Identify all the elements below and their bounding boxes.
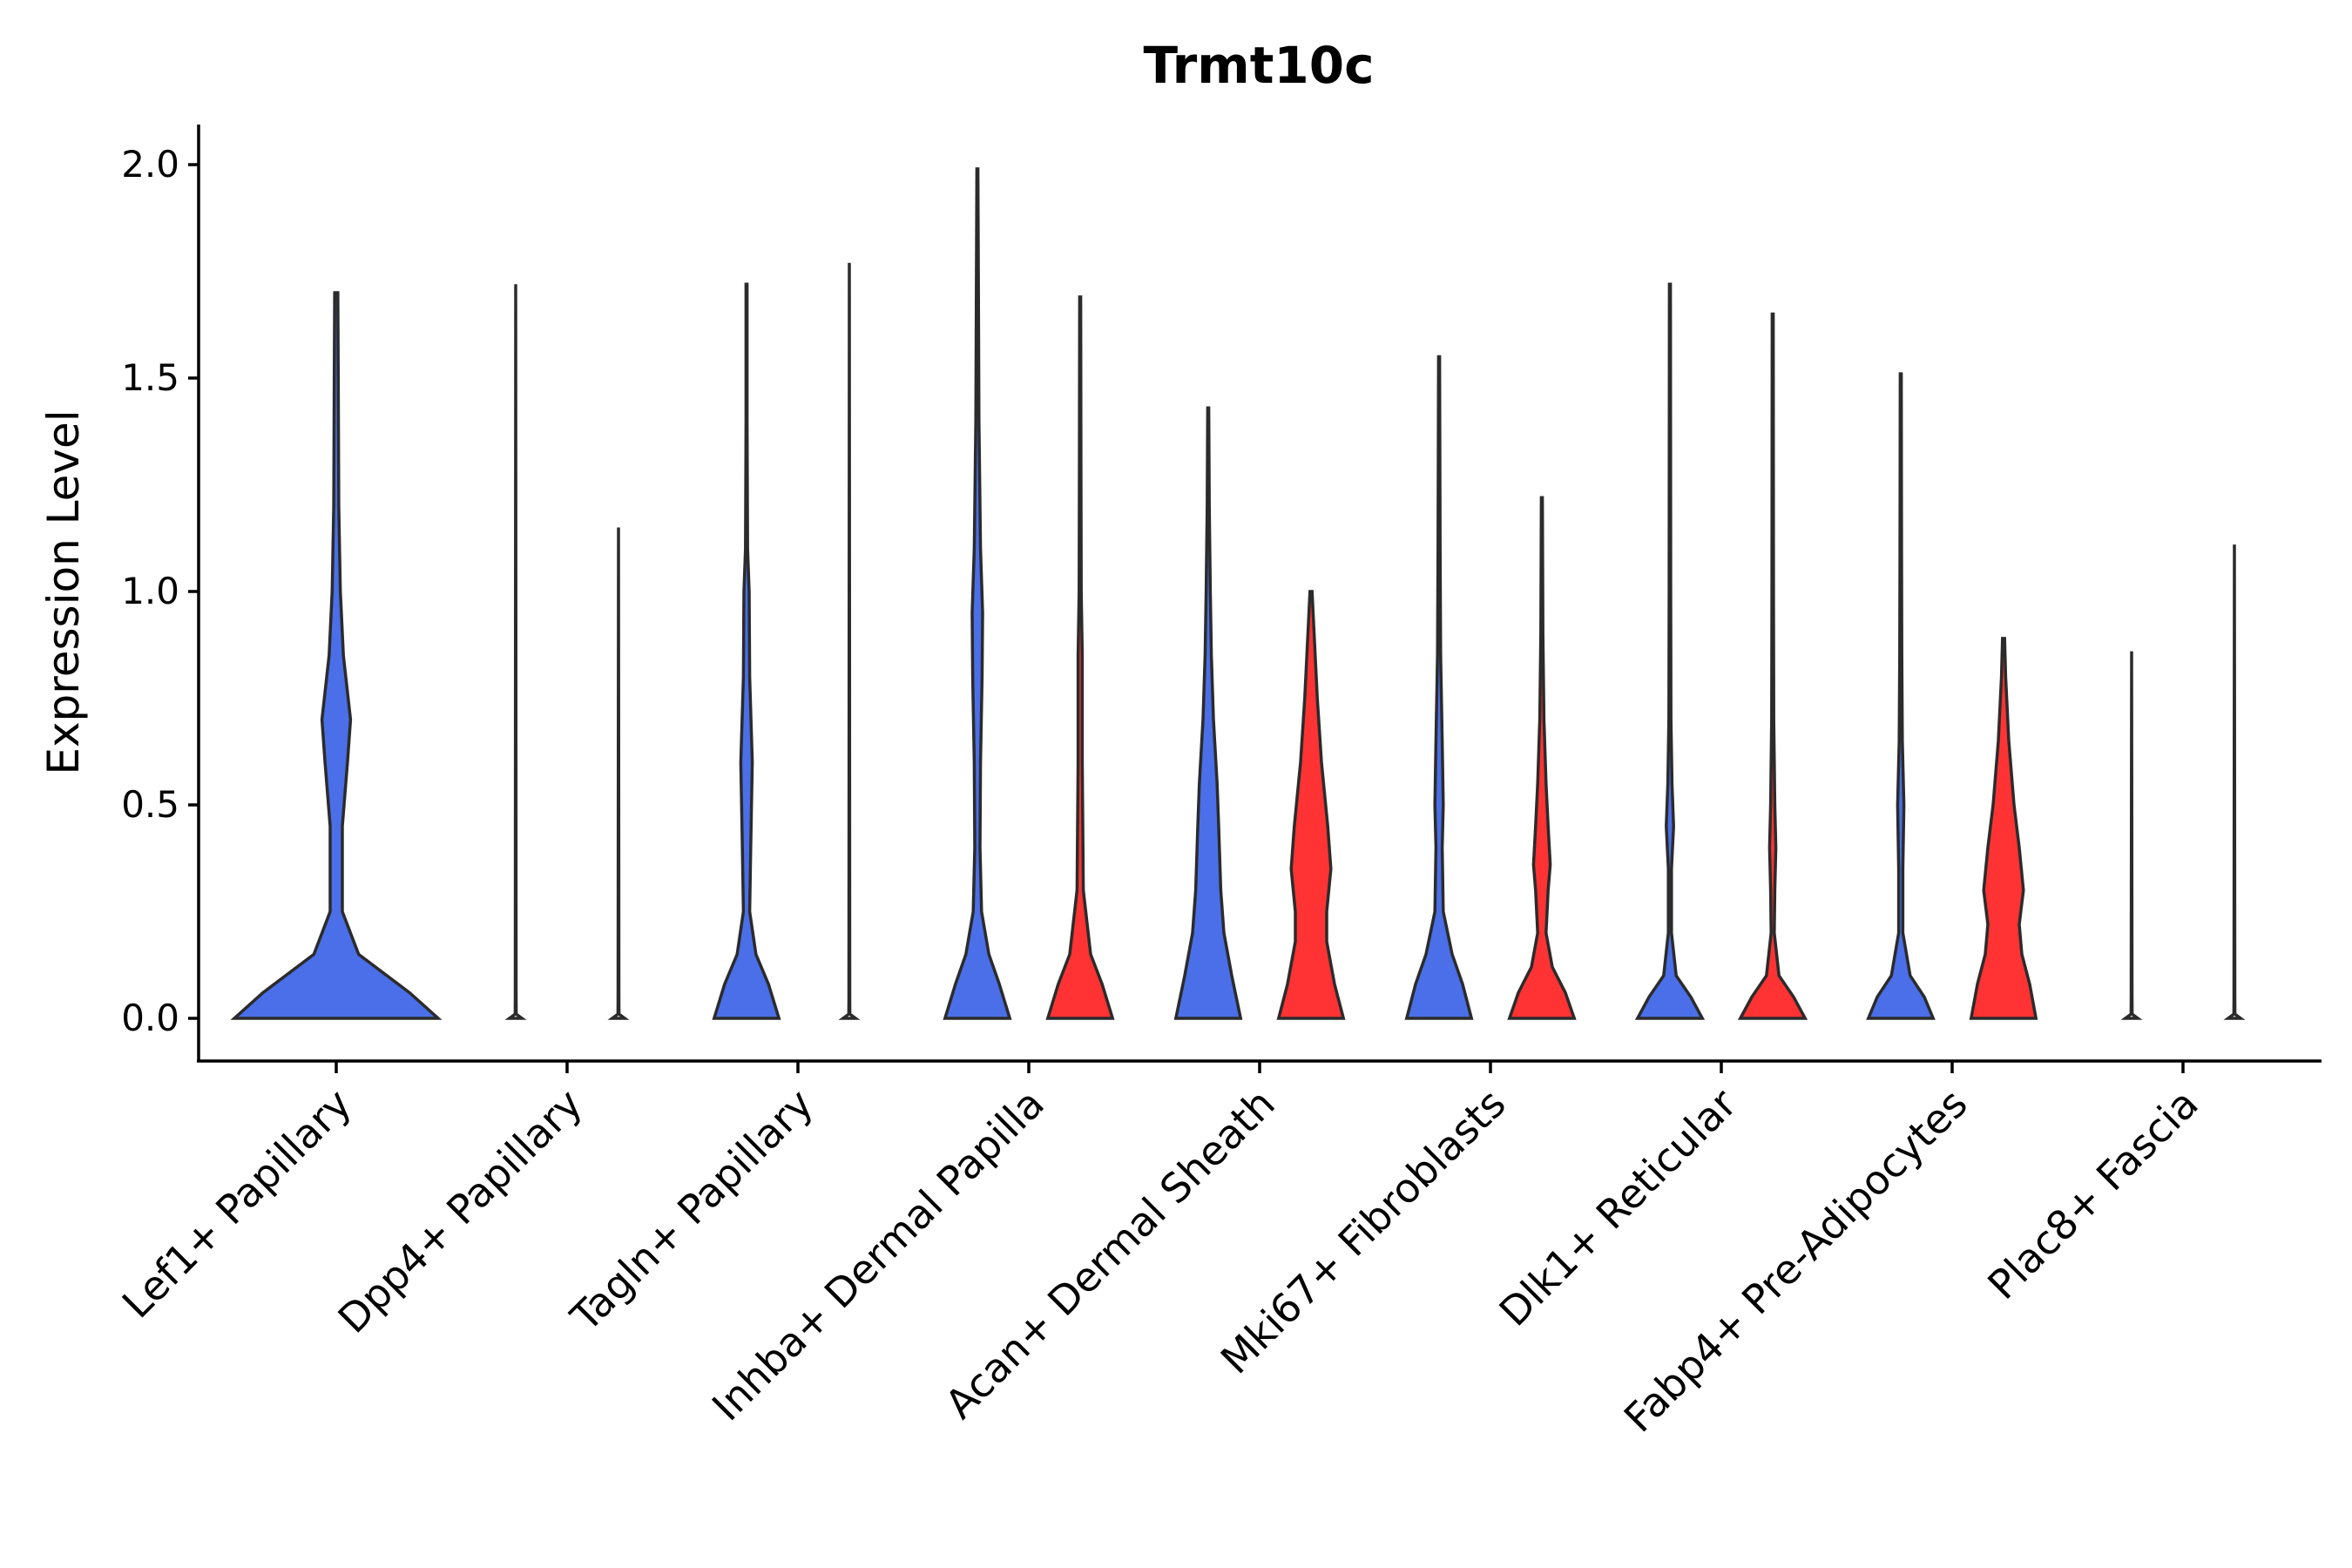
y-tick-label: 0.5	[121, 783, 179, 826]
violin-group1-8	[2120, 651, 2143, 1020]
violin-group2-3	[1045, 295, 1115, 1020]
y-axis-label: Expression Level	[38, 409, 89, 774]
y-tick-label: 0.0	[121, 997, 179, 1039]
violin-group1-2	[712, 282, 781, 1020]
y-tick-label: 2.0	[121, 143, 179, 186]
violin-group1-1	[504, 284, 527, 1020]
violin-group1-4	[1173, 406, 1243, 1020]
x-tick-label: Lef1+ Papillary	[113, 1080, 361, 1328]
violin-group2-6	[1737, 312, 1808, 1020]
violin-group2-7	[1969, 637, 2038, 1020]
chart-title: Trmt10c	[1143, 36, 1374, 95]
violin-group1-3	[943, 167, 1012, 1020]
violin-group1-7	[1866, 372, 1936, 1020]
violin-group2-2	[838, 262, 861, 1020]
y-ticks: 0.0 0.5 1.0 1.5 2.0	[121, 143, 199, 1039]
violin-group1-5	[1404, 355, 1474, 1020]
y-tick-label: 1.0	[121, 570, 179, 612]
y-tick-label: 1.5	[121, 356, 179, 399]
violin-group1-0	[230, 291, 443, 1020]
violin-group	[230, 167, 2246, 1020]
violin-group2-1	[607, 527, 630, 1020]
violin-group2-5	[1507, 496, 1577, 1020]
violin-group2-8	[2223, 544, 2246, 1020]
violin-group1-6	[1634, 282, 1706, 1020]
x-tick-label: Plac8+ Fascia	[1978, 1080, 2207, 1308]
x-tick-label: Dpp4+ Papillary	[329, 1080, 591, 1342]
x-tick-label: Tagln+ Papillary	[561, 1080, 822, 1342]
violin-group2-4	[1276, 590, 1346, 1020]
x-tick-label: Dlk1+ Reticular	[1490, 1080, 1746, 1335]
